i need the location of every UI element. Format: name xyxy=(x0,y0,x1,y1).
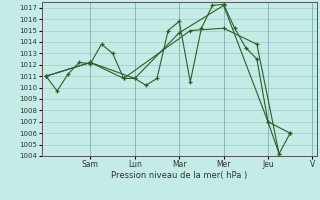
X-axis label: Pression niveau de la mer( hPa ): Pression niveau de la mer( hPa ) xyxy=(111,171,247,180)
